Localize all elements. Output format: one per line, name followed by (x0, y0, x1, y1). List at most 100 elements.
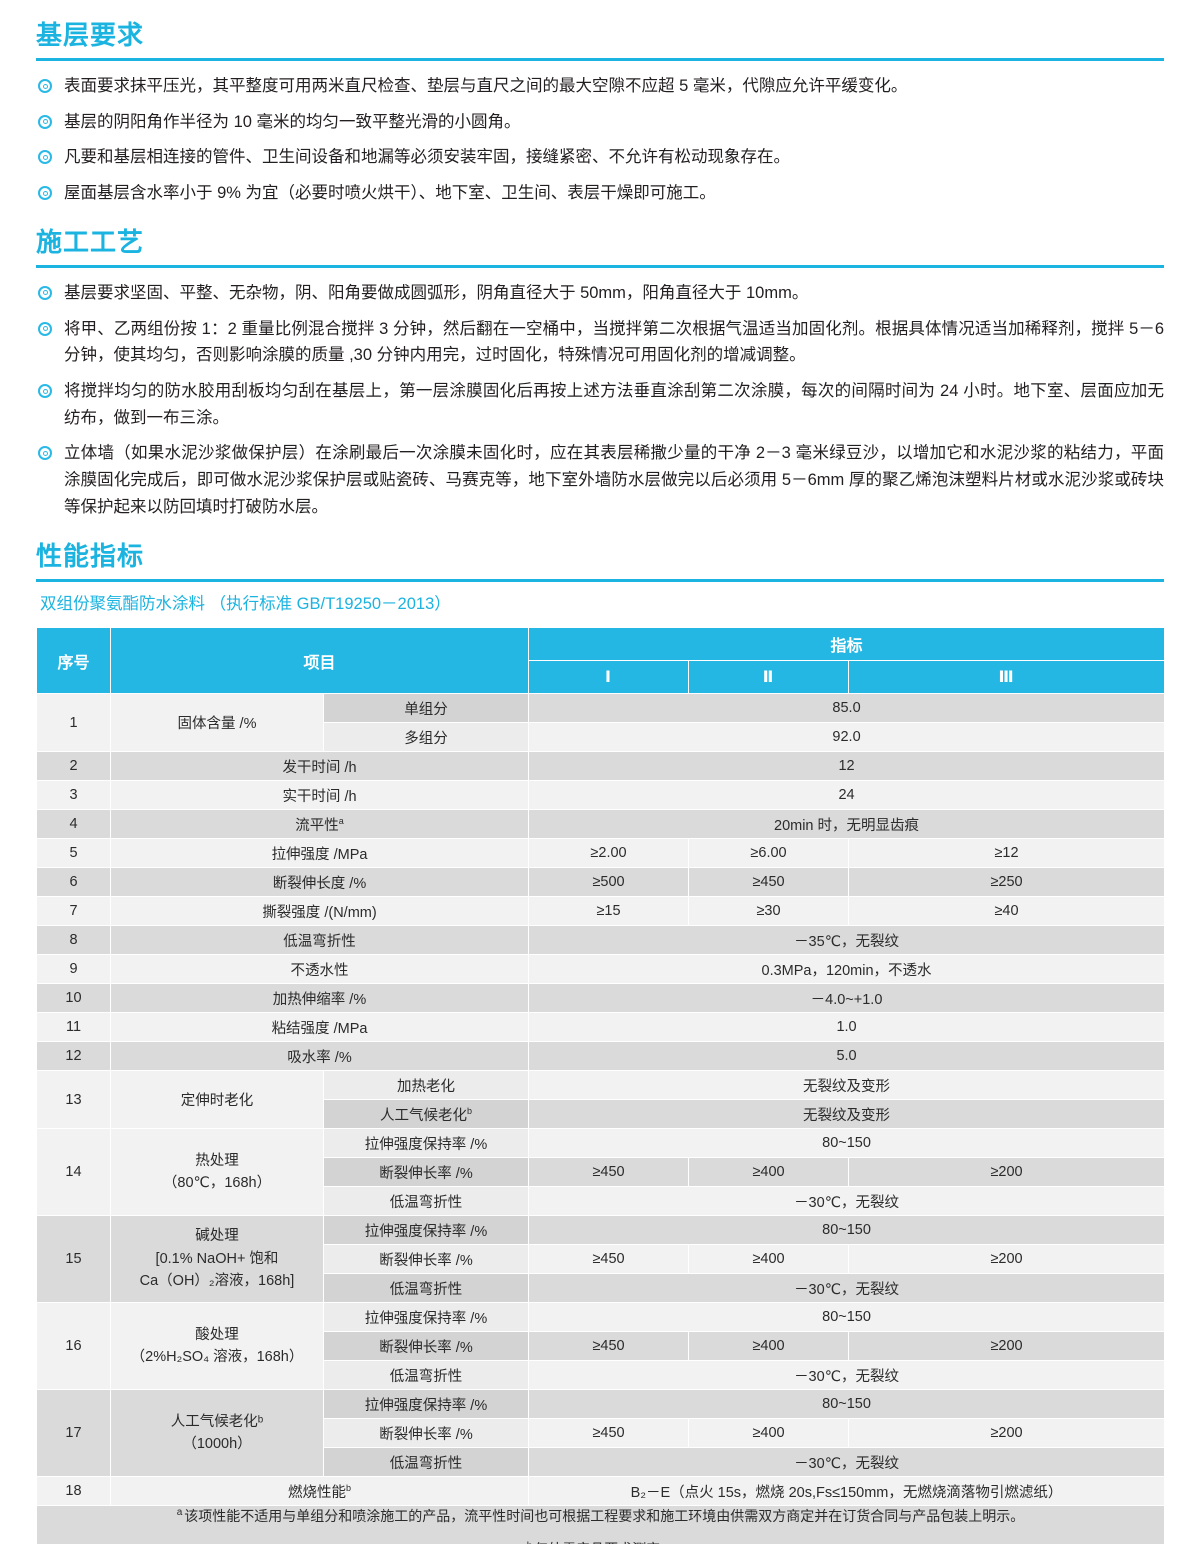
cell-item: 酸处理 （2%H₂SO₄ 溶液，168h） (110, 1302, 324, 1391)
cell-no: 12 (36, 1041, 111, 1072)
cell-value: 0.3MPa，120min，不透水 (528, 954, 1166, 985)
cell-value: －30℃，无裂纹 (528, 1447, 1166, 1478)
section-title-construction: 施工工艺 (36, 226, 145, 257)
section-title-substrate: 基层要求 (36, 20, 145, 50)
list-item: 立体墙（如果水泥沙浆做保护层）在涂刷最后一次涂膜未固化时，应在其表层稀撒少量的干… (36, 440, 1164, 520)
cell-item-line: （1000h） (182, 1436, 252, 1453)
cell-value: 80~150 (528, 1128, 1166, 1159)
table-row: 2 发干时间 /h 12 (36, 751, 1166, 782)
cell-item-line: 人工气候老化ᵇ (170, 1413, 264, 1430)
cell-item: 撕裂强度 /(N/mm) (109, 896, 530, 927)
cell-value-grade-3: ≥12 (848, 838, 1166, 869)
cell-value: 无裂纹及变形 (528, 1070, 1166, 1101)
cell-subitem: 拉伸强度保持率 /% (322, 1302, 530, 1333)
cell-subitem: 断裂伸长率 /% (322, 1418, 530, 1449)
footnote-mark: a (176, 1507, 183, 1519)
bullet-list-construction: 基层要求坚固、平整、无杂物，阴、阳角要做成圆弧形，阴角直径大于 50mm，阳角直… (36, 280, 1164, 521)
list-item-text: 基层要求坚固、平整、无杂物，阴、阳角要做成圆弧形，阴角直径大于 50mm，阳角直… (64, 283, 809, 302)
cell-item-text: 流平性 (295, 817, 339, 834)
cell-value-grade-1: ≥450 (528, 1244, 690, 1275)
cell-subitem: 低温弯折性 (322, 1447, 530, 1478)
footnote-b: b仅外露产品要求测定。 (37, 1539, 1164, 1544)
cell-value: 80~150 (528, 1389, 1166, 1420)
cell-value-grade-1: ≥2.00 (528, 838, 690, 869)
cell-item-line: 酸处理 (195, 1326, 239, 1343)
cell-no: 8 (36, 925, 111, 956)
cell-value-grade-2: ≥30 (688, 896, 850, 927)
list-item: 将甲、乙两组份按 1：2 重量比例混合搅拌 3 分钟，然后翻在一空桶中，当搅拌第… (36, 316, 1164, 369)
cell-value: －30℃，无裂纹 (528, 1273, 1166, 1304)
cell-item: 断裂伸长度 /% (109, 867, 530, 898)
cell-value-grade-1: ≥500 (528, 867, 690, 898)
cell-no: 11 (36, 1012, 111, 1043)
list-item: 凡要和基层相连接的管件、卫生间设备和地漏等必须安装牢固，接缝紧密、不允许有松动现… (36, 144, 1164, 171)
cell-no: 6 (36, 867, 111, 898)
ring-bullet-icon (38, 114, 52, 129)
cell-item-line: （2%H₂SO₄ 溶液，168h） (130, 1349, 304, 1366)
list-item-text: 将搅拌均匀的防水胶用刮板均匀刮在基层上，第一层涂膜固化后再按上述方法垂直涂刮第二… (64, 382, 1164, 427)
ring-bullet-icon (38, 446, 52, 461)
cell-item: 固体含量 /% (110, 693, 324, 753)
cell-subitem: 单组分 (322, 693, 530, 724)
footnote-mark: b (527, 1541, 533, 1544)
table-row: 人工气候老化b 无裂纹及变形 (37, 1099, 1166, 1130)
bullet-list-substrate: 表面要求抹平压光，其平整度可用两米直尺检查、垫层与直尺之间的最大空隙不应超 5 … (36, 73, 1164, 207)
table-row: 1 固体含量 /% 单组分 85.0 (36, 693, 1166, 753)
table-row: 15 碱处理 [0.1% NaOH+ 饱和 Ca（OH）₂溶液，168h] 拉伸… (36, 1215, 1166, 1304)
table-row: 断裂伸长率 /% ≥450 ≥400 ≥200 (37, 1418, 1166, 1449)
cell-subitem: 断裂伸长率 /% (322, 1157, 530, 1188)
footnote-a: a 该项性能不适用与单组分和喷涂施工的产品，流平性时间也可根据工程要求和施工环境由… (37, 1506, 1164, 1526)
cell-item: 加热伸缩率 /% (109, 983, 530, 1014)
cell-value: 92.0 (528, 722, 1166, 753)
cell-no: 14 (36, 1128, 111, 1217)
cell-value: 1.0 (528, 1012, 1166, 1043)
col-header-grade-3: Ⅲ (848, 660, 1166, 695)
cell-subitem: 断裂伸长率 /% (322, 1244, 530, 1275)
table-row: 7 撕裂强度 /(N/mm) ≥15 ≥30 ≥40 (36, 896, 1166, 927)
ring-bullet-icon (38, 321, 52, 336)
cell-no: 2 (36, 751, 111, 782)
cell-value-grade-2: ≥400 (688, 1157, 850, 1188)
cell-item: 燃烧性能b (109, 1476, 530, 1507)
cell-value: 5.0 (528, 1041, 1166, 1072)
section-substrate-requirements: 基层要求 表面要求抹平压光，其平整度可用两米直尺检查、垫层与直尺之间的最大空隙不… (36, 0, 1164, 207)
col-header-indicator: 指标 (528, 627, 1166, 662)
cell-item: 人工气候老化ᵇ （1000h） (110, 1389, 324, 1478)
table-row: 12 吸水率 /% 5.0 (36, 1041, 1166, 1072)
cell-value: －30℃，无裂纹 (528, 1186, 1166, 1217)
cell-no: 16 (36, 1302, 111, 1391)
cell-item-line: 碱处理 (195, 1228, 239, 1245)
table-row: 3 实干时间 /h 24 (36, 780, 1166, 811)
cell-value-grade-2: ≥400 (688, 1418, 850, 1449)
standard-subtitle: 双组份聚氨酯防水涂料 （执行标准 GB/T19250－2013） (40, 594, 451, 613)
cell-subitem: 多组分 (322, 722, 530, 753)
cell-item: 不透水性 (109, 954, 530, 985)
footnotes: a 该项性能不适用与单组分和喷涂施工的产品，流平性时间也可根据工程要求和施工环境由… (35, 1505, 1166, 1544)
list-item-text: 凡要和基层相连接的管件、卫生间设备和地漏等必须安装牢固，接缝紧密、不允许有松动现… (64, 148, 790, 167)
cell-subitem: 低温弯折性 (322, 1273, 530, 1304)
table-row: 14 热处理 （80℃，168h） 拉伸强度保持率 /% 80~150 (36, 1128, 1166, 1217)
cell-value-grade-2: ≥400 (688, 1244, 850, 1275)
list-item: 基层要求坚固、平整、无杂物，阴、阳角要做成圆弧形，阴角直径大于 50mm，阳角直… (36, 280, 1164, 307)
col-header-no: 序号 (36, 627, 111, 695)
table-header-row-2: Ⅰ Ⅱ Ⅲ (37, 660, 1166, 695)
cell-value: 24 (528, 780, 1166, 811)
cell-item-text: 燃烧性能 (288, 1484, 346, 1501)
cell-no: 3 (36, 780, 111, 811)
list-item: 将搅拌均匀的防水胶用刮板均匀刮在基层上，第一层涂膜固化后再按上述方法垂直涂刮第二… (36, 378, 1164, 431)
cell-subitem: 拉伸强度保持率 /% (322, 1389, 530, 1420)
cell-no: 7 (36, 896, 111, 927)
cell-no: 4 (36, 809, 111, 840)
cell-item: 低温弯折性 (109, 925, 530, 956)
cell-value-grade-2: ≥450 (688, 867, 850, 898)
table-header-row-1: 序号 项目 指标 (36, 627, 1166, 695)
table-row: 断裂伸长率 /% ≥450 ≥400 ≥200 (37, 1331, 1166, 1362)
cell-no: 13 (36, 1070, 111, 1130)
section-divider (36, 578, 1164, 582)
cell-item: 热处理 （80℃，168h） (110, 1128, 324, 1217)
cell-value: B₂－E（点火 15s，燃烧 20s,Fs≤150mm，无燃烧滴落物引燃滤纸） (528, 1476, 1166, 1507)
cell-value-grade-1: ≥15 (528, 896, 690, 927)
cell-value: －30℃，无裂纹 (528, 1360, 1166, 1391)
cell-value-grade-3: ≥200 (848, 1244, 1166, 1275)
